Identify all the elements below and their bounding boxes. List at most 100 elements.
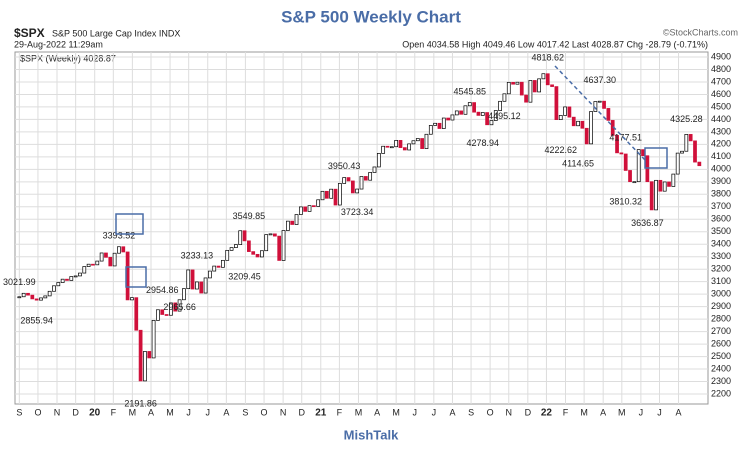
x-tick-label: A [148, 407, 154, 417]
candle [195, 281, 199, 290]
y-tick-label: 3800 [711, 189, 731, 199]
candle [376, 153, 381, 168]
candle [108, 256, 113, 267]
y-tick-label: 4400 [711, 114, 731, 124]
candle [273, 233, 277, 237]
x-tick-label: M [392, 407, 400, 417]
price-label: 3021.99 [3, 277, 36, 287]
candle [528, 80, 533, 103]
candle [381, 145, 386, 154]
y-tick-label: 4800 [711, 64, 731, 74]
candle [242, 230, 247, 242]
x-tick-label: A [223, 407, 229, 417]
candle [688, 134, 693, 142]
y-tick-label: 2800 [711, 313, 731, 323]
x-tick-label: M [129, 407, 137, 417]
candle [597, 100, 602, 103]
candle [502, 93, 507, 102]
candle [73, 275, 78, 278]
y-tick-label: 2400 [711, 363, 731, 373]
y-tick-label: 4500 [711, 101, 731, 111]
price-label: 4278.94 [467, 138, 500, 148]
trend-line [554, 65, 646, 161]
candle [95, 260, 100, 266]
candle [329, 188, 334, 199]
x-tick-label: J [639, 407, 644, 417]
candle [519, 81, 524, 96]
candle [251, 251, 256, 255]
x-tick-label: D [298, 407, 305, 417]
candle [99, 252, 104, 262]
candle [489, 120, 494, 126]
x-tick-label: J [432, 407, 437, 417]
price-label: 4325.28 [670, 114, 703, 124]
candle [203, 277, 208, 294]
y-tick-label: 4600 [711, 89, 731, 99]
y-tick-label: 2500 [711, 351, 731, 361]
candle [173, 302, 178, 312]
x-tick-label: A [600, 407, 606, 417]
candle [30, 294, 35, 300]
candle [277, 235, 282, 261]
candle [82, 266, 87, 274]
candle [39, 297, 43, 301]
candle [697, 161, 702, 167]
candle [554, 86, 559, 121]
candle [649, 181, 654, 211]
candle [463, 105, 468, 115]
y-tick-label: 4000 [711, 164, 731, 174]
candle [407, 143, 412, 151]
candle [493, 110, 498, 121]
candle [385, 145, 390, 148]
x-tick-label: F [563, 407, 569, 417]
y-tick-label: 2200 [711, 388, 731, 398]
candle [216, 265, 221, 268]
y-tick-label: 4200 [711, 139, 731, 149]
candle [177, 299, 182, 312]
y-tick-label: 4700 [711, 76, 731, 86]
candle [567, 106, 572, 118]
candle [506, 81, 511, 95]
price-label: 4222.62 [544, 145, 577, 155]
x-tick-label: O [34, 407, 41, 417]
index-name: S&P 500 Large Cap Index INDX [52, 28, 180, 38]
price-label: 3549.85 [233, 211, 266, 221]
price-label: 2954.86 [146, 285, 179, 295]
candle [350, 180, 355, 194]
candle [437, 122, 442, 129]
candle [476, 111, 481, 116]
highlight-box [115, 213, 144, 235]
candle [498, 100, 502, 111]
plot: 2200 2300 2400 2500 2600 2700 2800 2900 3000 3100… [3, 51, 731, 418]
candle [394, 140, 399, 148]
highlight-box [644, 147, 668, 169]
y-tick-label: 3300 [711, 251, 731, 261]
candle [424, 133, 429, 149]
candle [693, 140, 697, 163]
y-tick-label: 3000 [711, 289, 731, 299]
candle [580, 120, 585, 129]
price-label: 3636.87 [631, 218, 664, 228]
y-tick-label: 2600 [711, 338, 731, 348]
x-tick-label: J [205, 407, 210, 417]
x-tick-label: 20 [89, 408, 101, 419]
price-label: 3209.45 [228, 271, 261, 281]
candle [86, 263, 91, 267]
candle [78, 272, 82, 277]
candle [532, 80, 537, 93]
y-tick-label: 4100 [711, 151, 731, 161]
candle [346, 177, 351, 182]
candle [130, 297, 134, 301]
legend: $SPX (Weekly) 4028.87 [20, 53, 116, 63]
candle [294, 214, 299, 225]
candle [65, 278, 69, 281]
candle [234, 244, 238, 248]
x-tick-label: S [468, 407, 474, 417]
candle [675, 152, 680, 175]
candle [615, 135, 619, 154]
candle [368, 172, 373, 181]
candle [229, 247, 234, 251]
x-tick-label: S [242, 407, 248, 417]
candle [182, 288, 186, 301]
candle [623, 153, 628, 171]
